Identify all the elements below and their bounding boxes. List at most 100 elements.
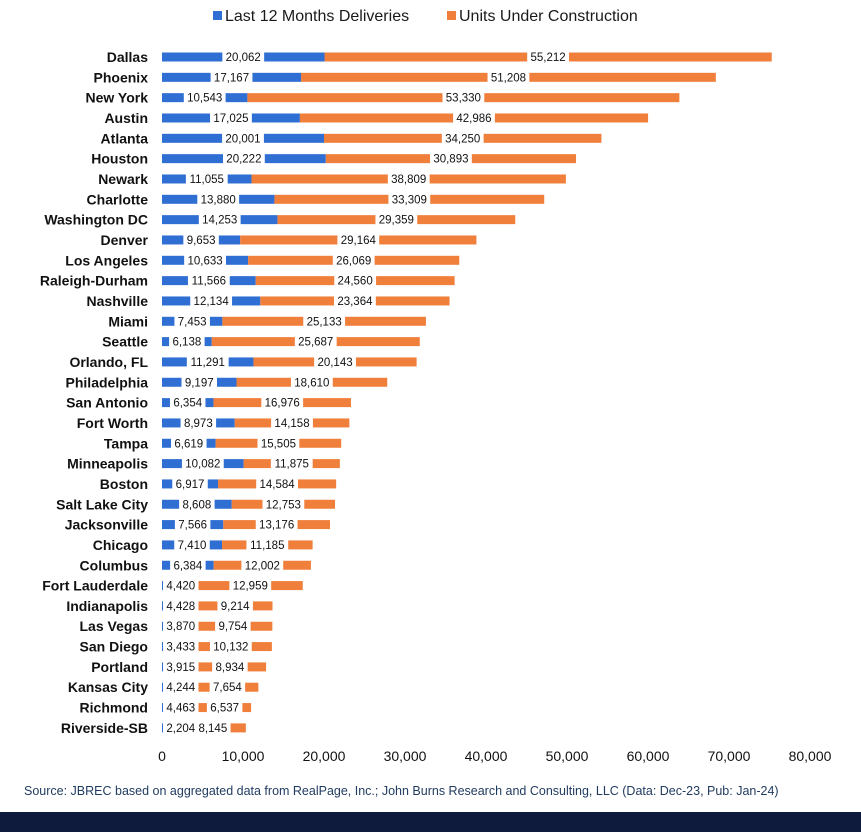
value-label-box (187, 273, 230, 288)
value-label-box (303, 314, 346, 329)
category-label: Las Vegas (80, 618, 149, 634)
value-label-box (241, 558, 284, 573)
value-label-construction: 14,584 (259, 479, 295, 491)
value-label-construction: 10,132 (213, 642, 248, 654)
chart-container: Last 12 Months Deliveries Units Under Con… (40, 8, 832, 764)
value-label-box (256, 476, 298, 491)
category-label: Kansas City (68, 679, 148, 695)
value-label-deliveries: 11,055 (190, 174, 224, 186)
value-label-construction: 18,610 (294, 377, 329, 389)
category-label: Nashville (87, 293, 149, 309)
category-label: Seattle (102, 334, 148, 350)
value-label-box (222, 131, 264, 146)
value-label-deliveries: 10,543 (187, 93, 222, 105)
value-label-box (294, 334, 337, 349)
value-label-box (163, 578, 199, 593)
source-note: Source: JBREC based on aggregated data f… (24, 784, 779, 798)
legend-swatch-deliveries (213, 11, 222, 20)
value-label-box (181, 375, 217, 390)
value-label-construction: 53,330 (446, 93, 481, 105)
value-label-box (163, 680, 199, 695)
value-label-box (210, 70, 253, 85)
value-label-construction: 9,214 (221, 601, 250, 613)
value-label-box (527, 50, 570, 64)
value-label-deliveries: 12,134 (194, 296, 230, 308)
value-label-box (163, 659, 199, 674)
value-label-deliveries: 6,619 (174, 438, 203, 450)
value-label-deliveries: 11,566 (192, 276, 226, 288)
value-label-construction: 29,359 (379, 215, 414, 227)
category-label: Miami (108, 313, 148, 329)
category-label: Houston (91, 151, 148, 167)
value-label-box (388, 192, 431, 207)
value-label-box (222, 151, 265, 166)
value-label-construction: 12,002 (245, 560, 280, 572)
value-label-box (246, 537, 289, 552)
value-label-deliveries: 3,870 (166, 621, 195, 633)
x-tick-label: 80,000 (789, 748, 832, 764)
x-tick-label: 70,000 (708, 748, 751, 764)
value-label-box (270, 456, 313, 471)
value-label-construction: 33,309 (392, 194, 427, 206)
value-label-box (332, 253, 375, 268)
value-label-box (163, 598, 199, 613)
value-label-box (217, 598, 253, 613)
value-label-construction: 15,505 (261, 438, 296, 450)
value-label-construction: 29,164 (341, 235, 377, 247)
legend-swatch-construction (447, 11, 456, 20)
value-label-deliveries: 9,653 (187, 235, 216, 247)
category-label: Los Angeles (65, 252, 148, 268)
value-label-deliveries: 6,354 (173, 398, 202, 410)
value-label-construction: 42,986 (456, 113, 491, 125)
value-label-deliveries: 9,197 (185, 377, 214, 389)
value-label-deliveries: 3,915 (166, 662, 195, 674)
value-label-box (229, 578, 272, 593)
value-label-box (197, 192, 240, 207)
x-tick-label: 10,000 (222, 748, 265, 764)
value-label-deliveries: 6,138 (172, 337, 201, 349)
value-label-box (163, 639, 199, 654)
category-label: Atlanta (101, 130, 149, 146)
value-label-box (195, 720, 231, 735)
value-label-box (334, 293, 376, 308)
x-tick-label: 20,000 (303, 748, 346, 764)
value-label-box (174, 314, 210, 329)
value-label-box (172, 476, 208, 491)
value-label-deliveries: 4,420 (166, 581, 195, 593)
category-label: Newark (98, 171, 148, 187)
value-label-deliveries: 8,973 (184, 418, 213, 430)
value-label-deliveries: 20,222 (226, 154, 261, 166)
category-label: New York (85, 90, 148, 106)
value-label-construction: 26,069 (336, 255, 371, 267)
value-label-box (209, 639, 252, 654)
value-label-box (257, 436, 300, 451)
value-label-construction: 12,753 (266, 499, 301, 511)
value-label-deliveries: 6,384 (173, 560, 202, 572)
value-label-construction: 51,208 (491, 72, 526, 84)
value-label-box (255, 517, 298, 532)
value-label-box (212, 659, 248, 674)
value-label-construction: 13,176 (259, 520, 294, 532)
category-label: San Antonio (66, 395, 148, 411)
value-label-box (206, 700, 243, 715)
category-label: Tampa (104, 435, 148, 451)
value-label-construction: 12,959 (233, 581, 268, 593)
value-label-box (442, 90, 485, 105)
category-label: Boston (100, 476, 148, 492)
category-label: Minneapolis (67, 456, 148, 472)
value-label-construction: 11,875 (275, 459, 309, 471)
value-label-box (215, 619, 251, 634)
category-label: Raleigh-Durham (40, 273, 148, 289)
value-label-box (441, 131, 484, 146)
value-label-deliveries: 20,062 (226, 52, 261, 64)
value-label-box (271, 415, 313, 430)
value-label-box (337, 232, 380, 247)
category-label: Austin (104, 110, 148, 126)
value-label-deliveries: 4,244 (166, 682, 195, 694)
value-label-deliveries: 20,001 (225, 133, 260, 145)
value-label-box (171, 436, 207, 451)
value-label-construction: 6,537 (210, 703, 239, 715)
value-label-construction: 14,158 (274, 418, 309, 430)
value-label-construction: 8,934 (216, 662, 245, 674)
value-label-construction: 8,145 (198, 723, 227, 735)
